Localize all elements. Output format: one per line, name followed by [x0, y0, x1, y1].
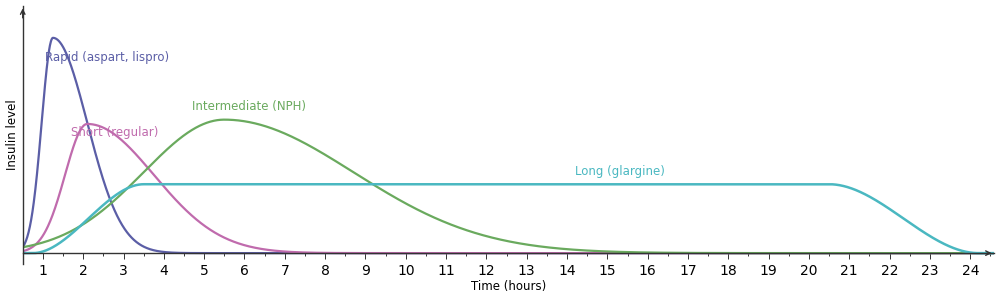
Text: Intermediate (NPH): Intermediate (NPH)	[192, 100, 306, 113]
Y-axis label: Insulin level: Insulin level	[6, 99, 19, 170]
X-axis label: Time (hours): Time (hours)	[471, 280, 546, 293]
Text: Short (regular): Short (regular)	[71, 126, 158, 139]
Text: Rapid (aspart, lispro): Rapid (aspart, lispro)	[45, 51, 169, 64]
Text: Long (glargine): Long (glargine)	[575, 165, 665, 178]
